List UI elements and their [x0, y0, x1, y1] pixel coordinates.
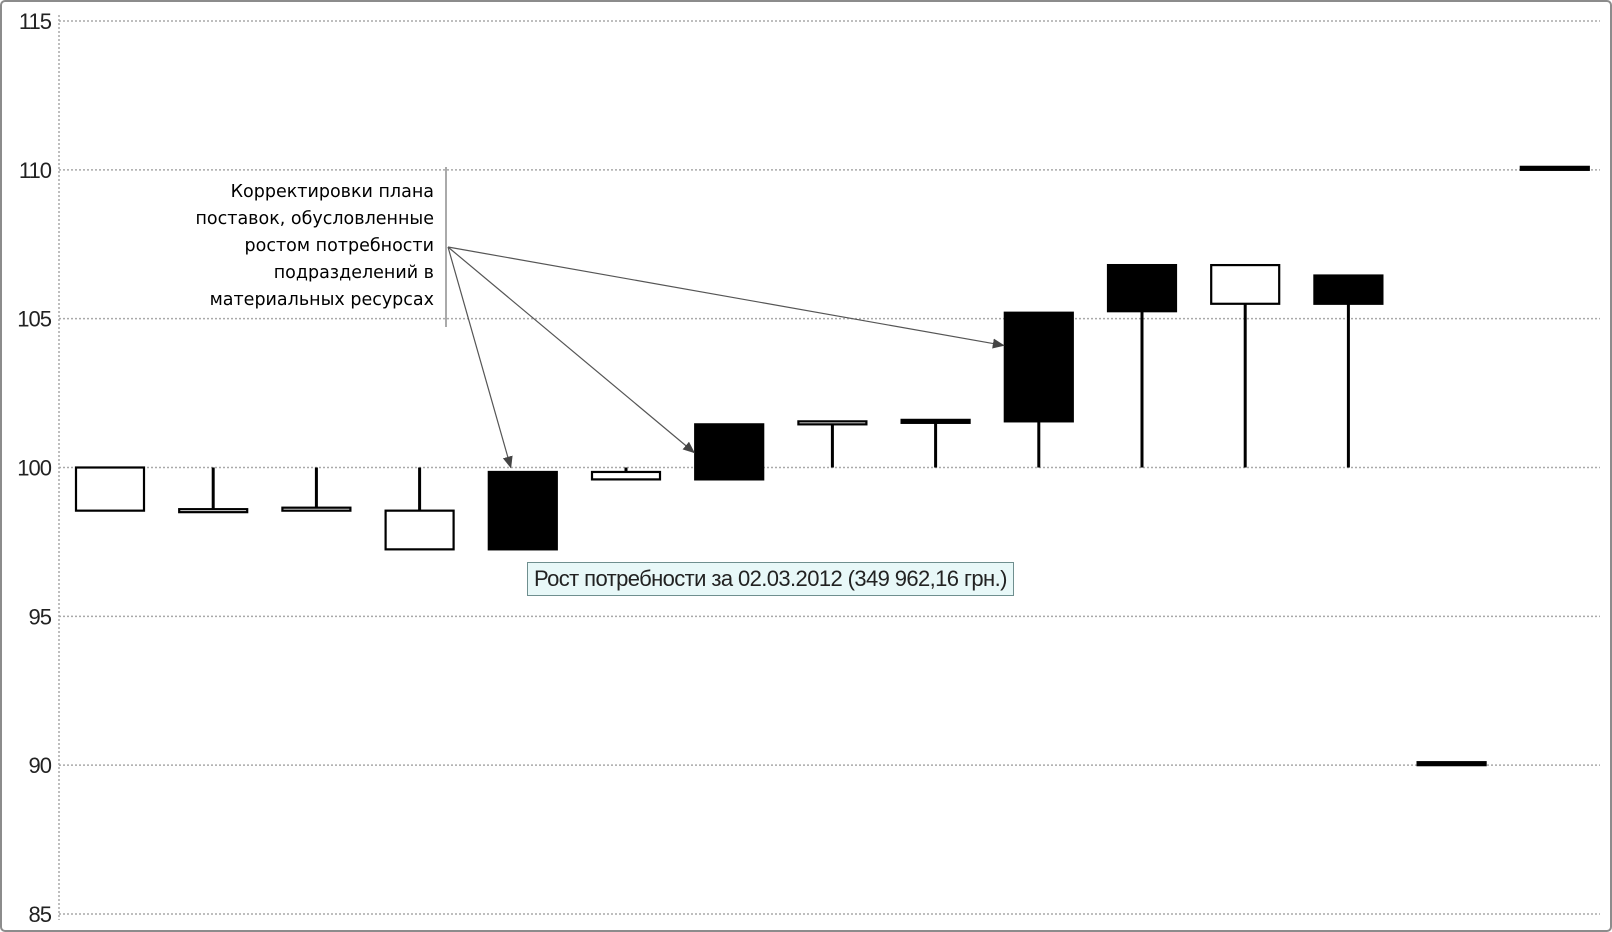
candle[interactable]	[590, 467, 662, 481]
chart-tooltip: Рост потребности за 02.03.2012 (349 962,…	[527, 562, 1014, 596]
y-tick-label: 110	[19, 158, 52, 183]
candle[interactable]	[1416, 761, 1487, 767]
gridlines	[58, 15, 1600, 920]
candle-body	[487, 470, 558, 551]
candle[interactable]	[694, 423, 765, 481]
candle-body	[281, 506, 352, 512]
candle[interactable]	[1313, 274, 1384, 468]
y-tick-label: 85	[29, 902, 52, 927]
candle[interactable]	[1210, 263, 1281, 468]
candle-body	[178, 508, 249, 514]
y-tick-label: 105	[17, 307, 51, 332]
annotation-line: ростом потребности	[245, 236, 434, 256]
candle[interactable]	[178, 467, 249, 514]
y-tick-label: 90	[29, 753, 52, 778]
candle[interactable]	[74, 466, 146, 512]
candle[interactable]	[797, 420, 868, 468]
y-tick-label: 100	[17, 456, 51, 481]
annotation-arrow	[447, 246, 1005, 349]
candle[interactable]	[1003, 311, 1074, 468]
candle-body	[1416, 761, 1487, 767]
candle[interactable]	[1106, 263, 1178, 468]
annotation: Корректировки плана поставок, обусловленн…	[195, 167, 1005, 469]
candle-body	[590, 470, 662, 481]
candle-body	[1106, 263, 1178, 313]
candles	[74, 165, 1590, 767]
candle-body	[1313, 274, 1384, 305]
y-axis: 115 110 105 100 95 90 85	[17, 9, 52, 927]
y-tick-label: 95	[29, 604, 52, 629]
candle-body	[1003, 311, 1074, 423]
candle-body	[384, 509, 455, 551]
candle[interactable]	[1519, 165, 1590, 171]
annotation-line: подразделений в	[274, 263, 434, 283]
annotation-arrow	[447, 246, 513, 469]
candle[interactable]	[384, 467, 455, 551]
candle-body	[1519, 165, 1590, 171]
y-tick-label: 115	[19, 9, 52, 34]
candle-body	[74, 466, 146, 512]
annotation-text: Корректировки плана поставок, обусловленн…	[195, 182, 434, 310]
annotation-arrow	[447, 246, 695, 454]
candle-body	[1210, 263, 1281, 305]
annotation-line: поставок, обусловленные	[195, 209, 434, 229]
annotation-line: Корректировки плана	[231, 182, 434, 202]
candle[interactable]	[281, 467, 352, 512]
candle[interactable]	[487, 470, 558, 551]
candle-body	[694, 423, 765, 481]
annotation-line: материальных ресурсах	[210, 290, 434, 310]
candle-body	[797, 420, 868, 426]
candle[interactable]	[900, 418, 971, 468]
candle-body	[900, 418, 971, 424]
